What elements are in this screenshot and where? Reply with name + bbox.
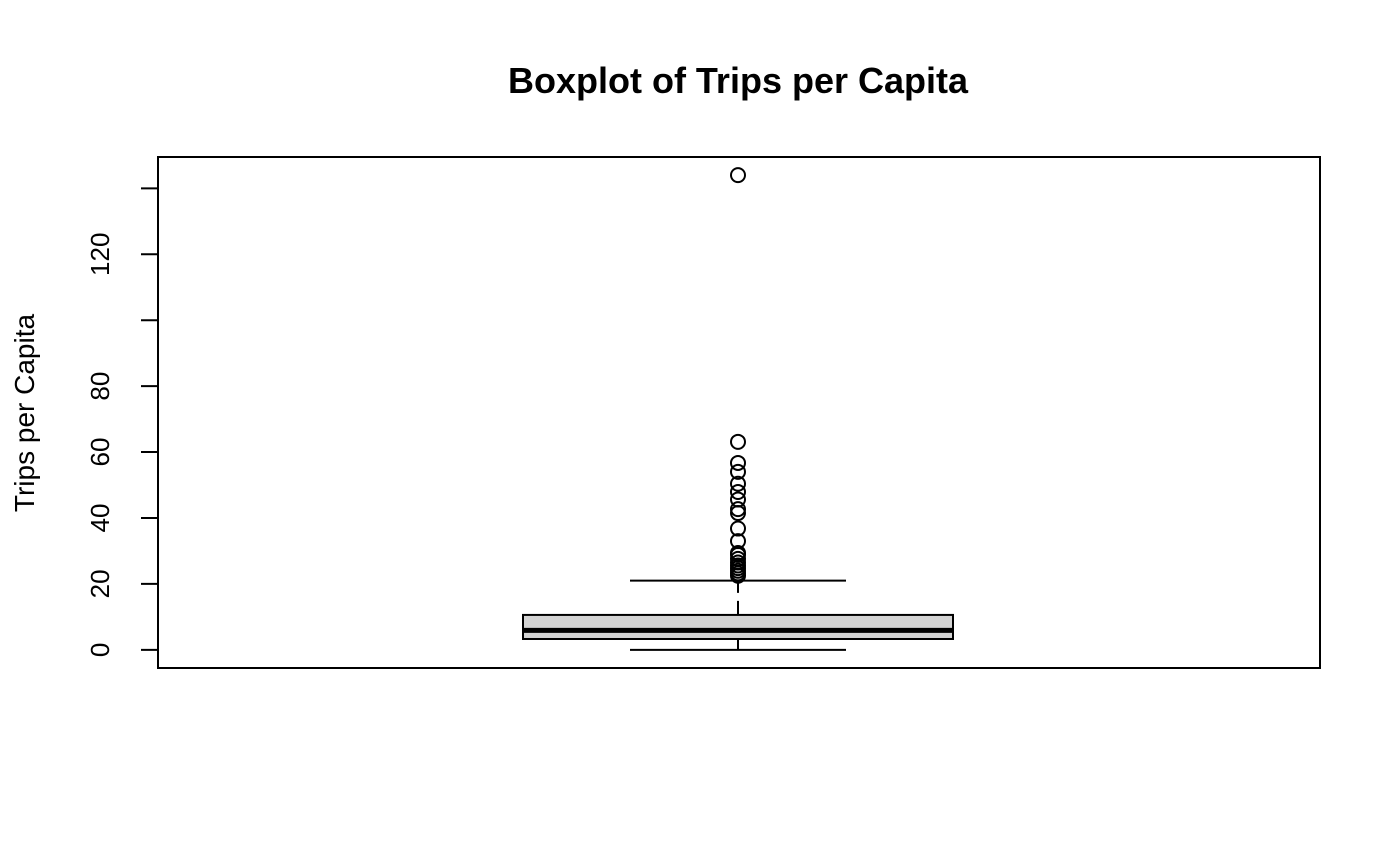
y-tick-label: 80	[85, 372, 115, 401]
y-axis-label: Trips per Capita	[9, 314, 40, 513]
iqr-box	[522, 613, 954, 640]
outlier-point	[730, 501, 746, 518]
y-tick-label: 60	[85, 438, 115, 467]
outlier-point	[730, 544, 746, 561]
outlier-point	[730, 491, 746, 508]
chart-title: Boxplot of Trips per Capita	[508, 60, 969, 101]
y-tick-label: 20	[85, 569, 115, 598]
outlier-point	[730, 463, 746, 480]
y-axis: 0 20 40 60 80 120	[85, 187, 159, 657]
outlier-group	[730, 167, 746, 584]
outlier-point	[730, 475, 746, 492]
outlier-point	[730, 550, 746, 567]
outlier-point	[730, 533, 746, 550]
outlier-point	[730, 483, 746, 500]
y-tick-label: 40	[85, 504, 115, 533]
y-tick-label: 120	[85, 233, 115, 276]
outlier-point	[730, 520, 746, 537]
y-tick-label: 0	[85, 643, 115, 657]
outlier-point	[730, 167, 746, 184]
box-group	[522, 579, 954, 651]
outlier-point	[730, 454, 746, 471]
outlier-point	[730, 433, 746, 450]
